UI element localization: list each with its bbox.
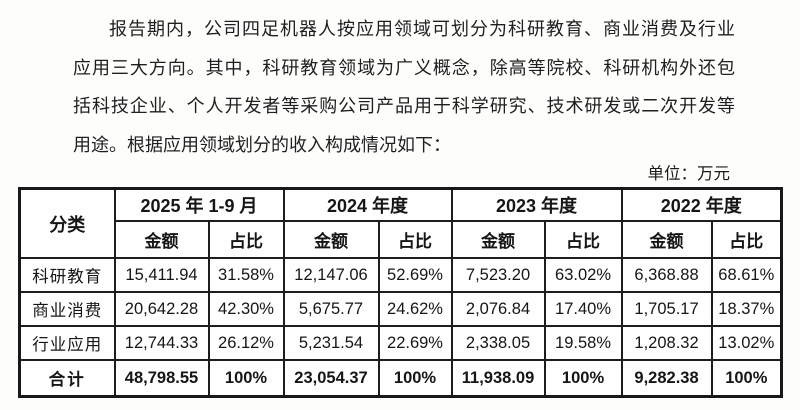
header-ratio-2022: 占比 [710,220,783,259]
header-category: 分类 [18,187,116,259]
cell-amount: 2,076.84 [450,291,546,327]
header-period-2024: 2024 年度 [282,187,453,222]
cell-amount: 5,231.54 [282,325,380,361]
cell-amount: 6,368.88 [620,257,713,293]
header-ratio-2023: 占比 [543,220,623,259]
header-ratio-2024: 占比 [377,220,453,259]
cell-amount: 5,675.77 [282,291,380,327]
cell-ratio: 13.02% [710,325,783,361]
cell-ratio: 26.12% [207,325,285,361]
cell-ratio: 100% [207,359,285,398]
row-category: 行业应用 [18,325,116,361]
cell-ratio: 100% [543,359,623,398]
header-ratio-2025: 占比 [207,220,285,259]
cell-ratio: 42.30% [207,291,285,327]
cell-ratio: 19.58% [543,325,623,361]
header-amount-2024: 金额 [282,220,380,259]
table-row-research-education: 科研教育 15,411.94 31.58% 12,147.06 52.69% 7… [18,257,783,293]
cell-amount: 11,938.09 [450,359,546,398]
cell-ratio: 68.61% [710,257,783,293]
paragraph-line-2: 应用三大方向。其中，科研教育领域为广义概念，除高等院校、科研机构外还包 [73,57,735,78]
cell-amount: 12,147.06 [282,257,380,293]
table-row-commercial-consumer: 商业消费 20,642.28 42.30% 5,675.77 24.62% 2,… [18,291,783,327]
cell-amount: 9,282.38 [620,359,713,398]
unit-label: 单位：万元 [647,164,731,183]
table-row-total: 合计 48,798.55 100% 23,054.37 100% 11,938.… [18,359,783,398]
header-period-2023: 2023 年度 [450,187,623,222]
cell-ratio: 17.40% [543,291,623,327]
cell-amount: 1,208.32 [620,325,713,361]
header-amount-2022: 金额 [620,220,713,259]
cell-amount: 7,523.20 [450,257,546,293]
cell-amount: 1,705.17 [620,291,713,327]
cell-amount: 20,642.28 [113,291,210,327]
cell-amount: 23,054.37 [282,359,380,398]
cell-amount: 48,798.55 [113,359,210,398]
table-row-industry-application: 行业应用 12,744.33 26.12% 5,231.54 22.69% 2,… [18,325,783,361]
intro-paragraph: 报告期内，公司四足机器人按应用领域可划分为科研教育、商业消费及行业 应用三大方向… [73,10,735,164]
paragraph-line-1: 报告期内，公司四足机器人按应用领域可划分为科研教育、商业消费及行业 [109,19,735,39]
cell-ratio: 100% [377,359,453,398]
cell-amount: 12,744.33 [113,325,210,361]
paragraph-line-4: 用途。根据应用领域划分的收入构成情况如下： [73,134,451,155]
revenue-by-application-table: 分类 2025 年 1-9 月 2024 年度 2023 年度 2022 年度 … [18,187,784,398]
cell-ratio: 52.69% [377,257,453,293]
cell-ratio: 24.62% [377,291,453,327]
cell-amount: 15,411.94 [113,257,210,293]
table-header-sub-row: 金额 占比 金额 占比 金额 占比 金额 占比 [20,220,783,259]
cell-ratio: 63.02% [543,257,623,293]
header-period-2025: 2025 年 1-9 月 [113,187,285,222]
row-category-total: 合计 [18,359,116,398]
cell-ratio: 31.58% [207,257,285,293]
header-period-2022: 2022 年度 [620,187,783,222]
header-amount-2025: 金额 [113,220,210,259]
cell-amount: 2,338.05 [450,325,546,361]
paragraph-line-3: 括科技企业、个人开发者等采购公司产品用于科学研究、技术研发或二次开发等 [73,96,735,116]
row-category: 科研教育 [18,257,116,293]
table-header-period-row: 分类 2025 年 1-9 月 2024 年度 2023 年度 2022 年度 [18,187,783,259]
cell-ratio: 18.37% [710,291,783,327]
cell-ratio: 22.69% [377,325,453,361]
header-amount-2023: 金额 [450,220,546,259]
row-category: 商业消费 [18,291,116,327]
cell-ratio: 100% [710,359,783,398]
